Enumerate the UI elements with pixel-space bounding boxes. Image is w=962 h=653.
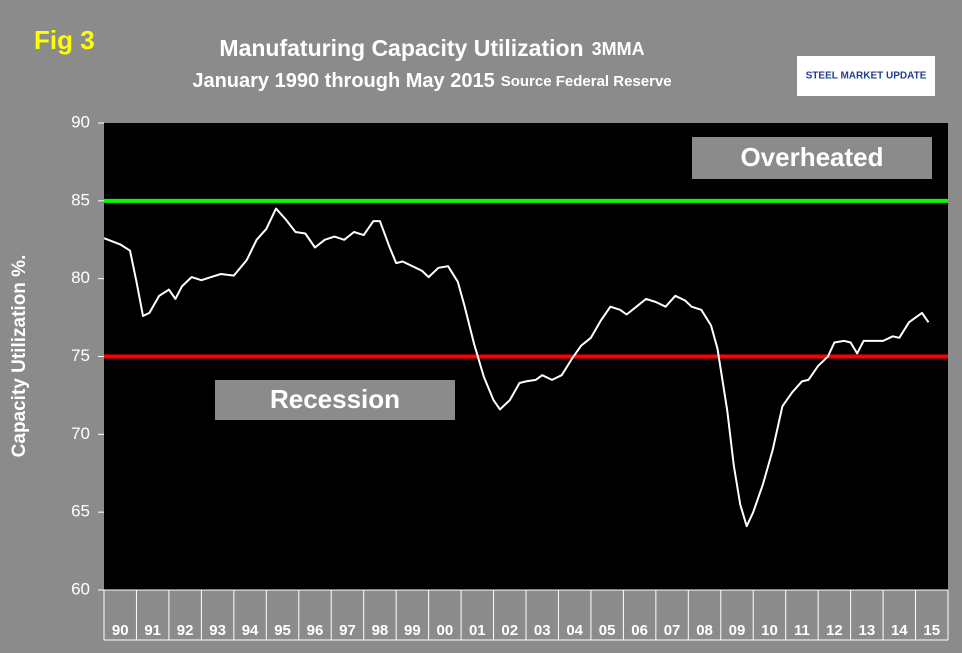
- x-tick-label: 01: [469, 622, 486, 639]
- x-tick-label: 04: [566, 622, 583, 639]
- chart-subtitle: January 1990 through May 2015 Source Fede…: [192, 70, 671, 92]
- x-tick-label: 05: [599, 622, 616, 639]
- logo: STEEL MARKET UPDATE: [806, 71, 927, 82]
- x-tick-label: 09: [729, 622, 746, 639]
- x-tick-label: 06: [631, 622, 648, 639]
- y-tick-label: 60: [71, 579, 90, 598]
- y-tick-label: 70: [71, 424, 90, 443]
- data-line: [103, 207, 930, 528]
- x-tick-label: 13: [859, 622, 876, 639]
- y-axis-title: Capacity Utilization %.: [9, 255, 30, 458]
- x-tick-label: 07: [664, 622, 681, 639]
- x-tick-label: 12: [826, 622, 843, 639]
- x-tick-label: 94: [242, 622, 259, 639]
- x-tick-label: 14: [891, 622, 908, 639]
- x-tick-label: 99: [404, 622, 421, 639]
- x-tick-label: 91: [144, 622, 161, 639]
- annotation-box: [692, 137, 932, 179]
- chart-title: Manufaturing Capacity Utilization 3MMA: [219, 35, 644, 61]
- title-main: Manufaturing Capacity Utilization: [219, 35, 583, 61]
- x-tick-label: 90: [112, 622, 129, 639]
- subtitle-main: January 1990 through May 2015: [192, 70, 494, 92]
- fig-label: Fig 3: [34, 25, 95, 55]
- annotation: Overheated: [740, 142, 883, 172]
- annotation-box: [215, 380, 455, 420]
- x-tick-label: 10: [761, 622, 778, 639]
- x-tick-label: 95: [274, 622, 291, 639]
- x-tick-label: 97: [339, 622, 356, 639]
- x-tick-label: 96: [307, 622, 324, 639]
- x-tick-label: 03: [534, 622, 551, 639]
- y-tick-label: 80: [71, 268, 90, 287]
- x-tick-label: 00: [437, 622, 454, 639]
- x-tick-label: 93: [209, 622, 226, 639]
- y-tick-label: 65: [71, 502, 90, 521]
- title-suffix: 3MMA: [592, 39, 645, 59]
- y-tick-label: 75: [71, 346, 90, 365]
- x-tick-label: 11: [794, 622, 810, 639]
- logo-box: [797, 56, 935, 96]
- y-tick-label: 90: [71, 112, 90, 131]
- x-tick-label: 08: [696, 622, 713, 639]
- x-tick-label: 02: [501, 622, 518, 639]
- y-tick-label: 85: [71, 190, 90, 209]
- source: Source Federal Reserve: [501, 73, 672, 90]
- x-tick-label: 92: [177, 622, 194, 639]
- annotation: Recession: [270, 384, 400, 414]
- x-tick-label: 15: [923, 622, 940, 639]
- x-tick-label: 98: [372, 622, 389, 639]
